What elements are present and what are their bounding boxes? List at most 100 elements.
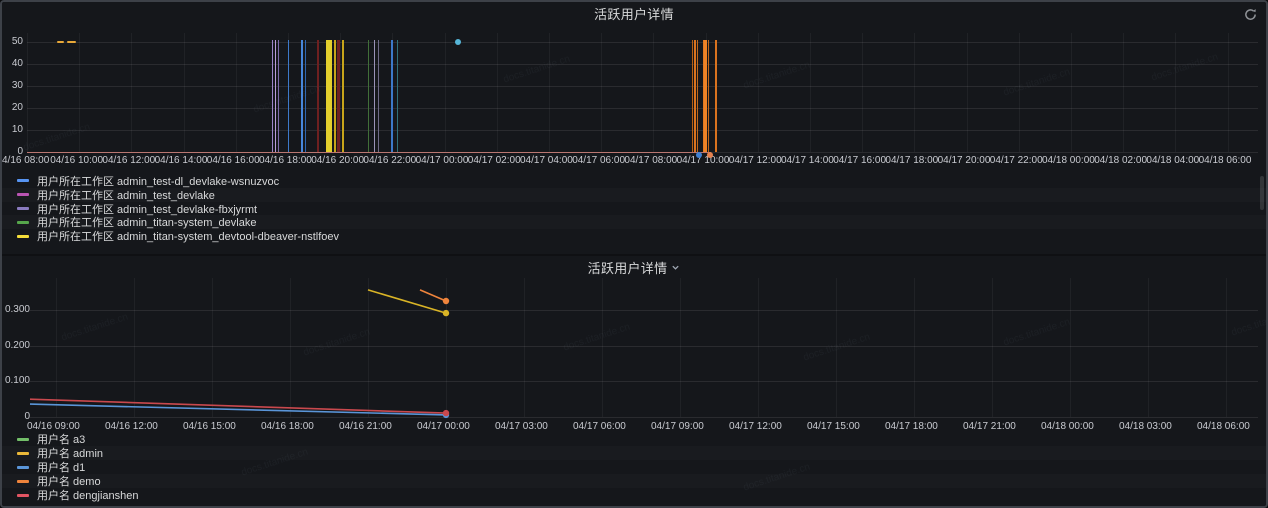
legend-item[interactable]: 用户所在工作区 admin_titan-system_devlake	[2, 215, 1266, 229]
refresh-icon[interactable]	[1242, 6, 1258, 22]
x-tick-label: 04/17 02:00	[467, 155, 521, 166]
legend-label: 用户所在工作区 admin_test_devlake	[37, 189, 215, 202]
spike-bar	[694, 40, 697, 152]
x-tick-label: 04/17 20:00	[937, 155, 991, 166]
grid-line-h	[27, 108, 1258, 109]
x-tick-label: 04/17 10:00	[676, 155, 730, 166]
panel1-title: 活跃用户详情	[594, 6, 674, 22]
legend-item[interactable]: 用户名 admin	[2, 446, 1266, 460]
x-tick-label: 04/17 16:00	[833, 155, 887, 166]
grid-line-v	[1071, 33, 1072, 152]
x-tick-label: 04/17 18:00	[885, 155, 939, 166]
x-tick-label: 04/17 12:00	[729, 421, 782, 432]
chart-canvas-1[interactable]: 0 10 20 30 40 50 4/16 08:00 04/16 10:00 04/16 12…	[2, 2, 1266, 254]
y-tick-label: 0	[17, 146, 23, 157]
legend-swatch	[17, 437, 29, 441]
legend-1: 用户所在工作区 admin_test-dl_devlake-wsnuzvoc 用户…	[2, 174, 1266, 243]
grid-line-h	[30, 345, 1258, 347]
value-dash	[67, 40, 76, 43]
x-tick-label: 04/18 00:00	[1041, 421, 1094, 432]
legend-swatch	[17, 479, 29, 483]
x-tick-label: 04/18 02:00	[1094, 155, 1148, 166]
spike-bar	[271, 40, 273, 152]
grid-line-h	[30, 417, 1258, 418]
legend-item[interactable]: 用户所在工作区 admin_test-dl_devlake-wsnuzvoc	[2, 174, 1266, 188]
panel-active-users-lines: 活跃用户详情 0 0.100 0.200 0.300 04/16 09:00 04/16 …	[2, 256, 1266, 506]
spike-bar	[317, 40, 319, 152]
zero-value-line	[27, 151, 711, 153]
panel-active-users-spikes: 活跃用户详情 0 10 20 30 40 50 4/16 08:00 04/16 10:00 0…	[2, 2, 1266, 254]
spike-bar	[707, 40, 709, 152]
legend-label: 用户名 dengjianshen	[37, 490, 139, 502]
spike-bar	[277, 40, 279, 152]
grid-line-v	[601, 33, 603, 152]
legend-label: 用户所在工作区 admin_test_devlake-fbxjyrmt	[37, 203, 258, 216]
legend-scrollbar[interactable]	[1260, 176, 1264, 210]
data-point-dot	[454, 39, 461, 45]
legend-label: 用户所在工作区 admin_test-dl_devlake-wsnuzvoc	[37, 175, 280, 188]
legend-item[interactable]: 用户名 a3	[2, 432, 1266, 446]
x-tick-label: 04/18 00:00	[1042, 155, 1095, 166]
x-tick-label: 04/17 06:00	[573, 421, 626, 432]
x-tick-label: 04/16 15:00	[183, 421, 236, 432]
data-point-dot	[706, 152, 713, 158]
x-tick-label: 04/16 18:00	[261, 421, 314, 432]
legend-item[interactable]: 用户所在工作区 admin_test_devlake-fbxjyrmt	[2, 202, 1266, 216]
grid-line-v	[212, 278, 213, 417]
grid-line-h	[27, 130, 1258, 131]
grid-line-v	[368, 278, 369, 417]
spike-bar	[697, 40, 699, 152]
panel2-title: 活跃用户详情	[587, 260, 668, 276]
legend-label: 用户名 admin	[37, 448, 104, 460]
legend-label: 用户名 demo	[37, 476, 101, 488]
x-tick-label: 04/17 00:00	[417, 421, 470, 432]
spike-bar	[692, 40, 694, 152]
legend-swatch	[17, 220, 29, 224]
chevron-down-icon[interactable]	[671, 263, 680, 272]
grid-line-v	[1227, 33, 1229, 152]
grid-line-v	[134, 278, 135, 417]
y-tick-label: 0.100	[4, 375, 30, 387]
y-tick-label: 30	[11, 80, 23, 91]
grid-line-v	[524, 278, 525, 417]
spike-bar	[704, 40, 708, 152]
grid-line-h	[27, 42, 1258, 43]
legend-item[interactable]: 用户所在工作区 admin_titan-system_devtool-dbeav…	[2, 229, 1266, 243]
grid-line-v	[235, 33, 237, 152]
grid-line-v	[131, 33, 133, 152]
legend-swatch	[17, 493, 29, 497]
grid-line-v	[1018, 33, 1020, 152]
legend-item[interactable]: 用户名 d1	[2, 460, 1266, 474]
legend-item[interactable]: 用户所在工作区 admin_test_devlake	[2, 188, 1266, 202]
x-tick-label: 04/16 09:00	[27, 421, 80, 432]
x-tick-label: 04/16 20:00	[311, 155, 365, 166]
legend-2: 用户名 a3 用户名 admin 用户名 d1 用户名 demo 用户名 dengjia…	[2, 432, 1266, 502]
legend-swatch	[17, 193, 29, 197]
chart-canvas-2[interactable]: 0 0.100 0.200 0.300 04/16 09:00 04/16 12:00 04…	[2, 256, 1266, 506]
x-tick-label: 4/16 08:00	[2, 155, 50, 166]
x-tick-label: 04/16 12:00	[105, 421, 158, 432]
y-tick-label: 40	[11, 58, 23, 69]
x-tick-label: 04/16 18:00	[259, 155, 312, 166]
series-line	[29, 403, 447, 416]
grid-line-v	[1226, 278, 1227, 417]
legend-item[interactable]: 用户名 dengjianshen	[2, 488, 1266, 502]
spike-bar	[397, 40, 399, 152]
x-tick-label: 04/18 06:00	[1198, 155, 1252, 166]
spike-bar	[702, 40, 704, 152]
spike-bar	[715, 40, 717, 152]
grid-line-v	[966, 33, 968, 152]
panel2-header[interactable]: 活跃用户详情	[2, 256, 1266, 278]
grid-line-v	[183, 33, 185, 152]
panel1-header[interactable]: 活跃用户详情	[2, 2, 1266, 24]
spike-bar	[274, 40, 276, 152]
x-tick-label: 04/17 04:00	[520, 155, 573, 166]
legend-item[interactable]: 用户名 demo	[2, 474, 1266, 488]
spike-bar	[337, 40, 341, 152]
spike-bar	[368, 40, 370, 152]
spike-bar	[390, 40, 393, 152]
spike-bar	[334, 40, 336, 152]
grid-line-h	[27, 86, 1258, 87]
legend-swatch	[17, 465, 29, 469]
